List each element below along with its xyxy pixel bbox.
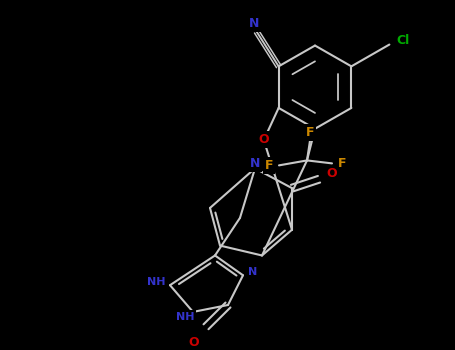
Text: N: N xyxy=(248,17,259,30)
Text: O: O xyxy=(258,133,269,146)
Text: O: O xyxy=(189,336,199,349)
Text: F: F xyxy=(338,157,346,170)
Text: N: N xyxy=(250,157,260,170)
Text: F: F xyxy=(265,159,273,172)
Text: F: F xyxy=(306,126,314,139)
Text: NH: NH xyxy=(176,312,194,322)
Text: N: N xyxy=(248,267,258,277)
Text: NH: NH xyxy=(147,277,165,287)
Text: Cl: Cl xyxy=(397,34,410,47)
Text: O: O xyxy=(327,167,337,180)
